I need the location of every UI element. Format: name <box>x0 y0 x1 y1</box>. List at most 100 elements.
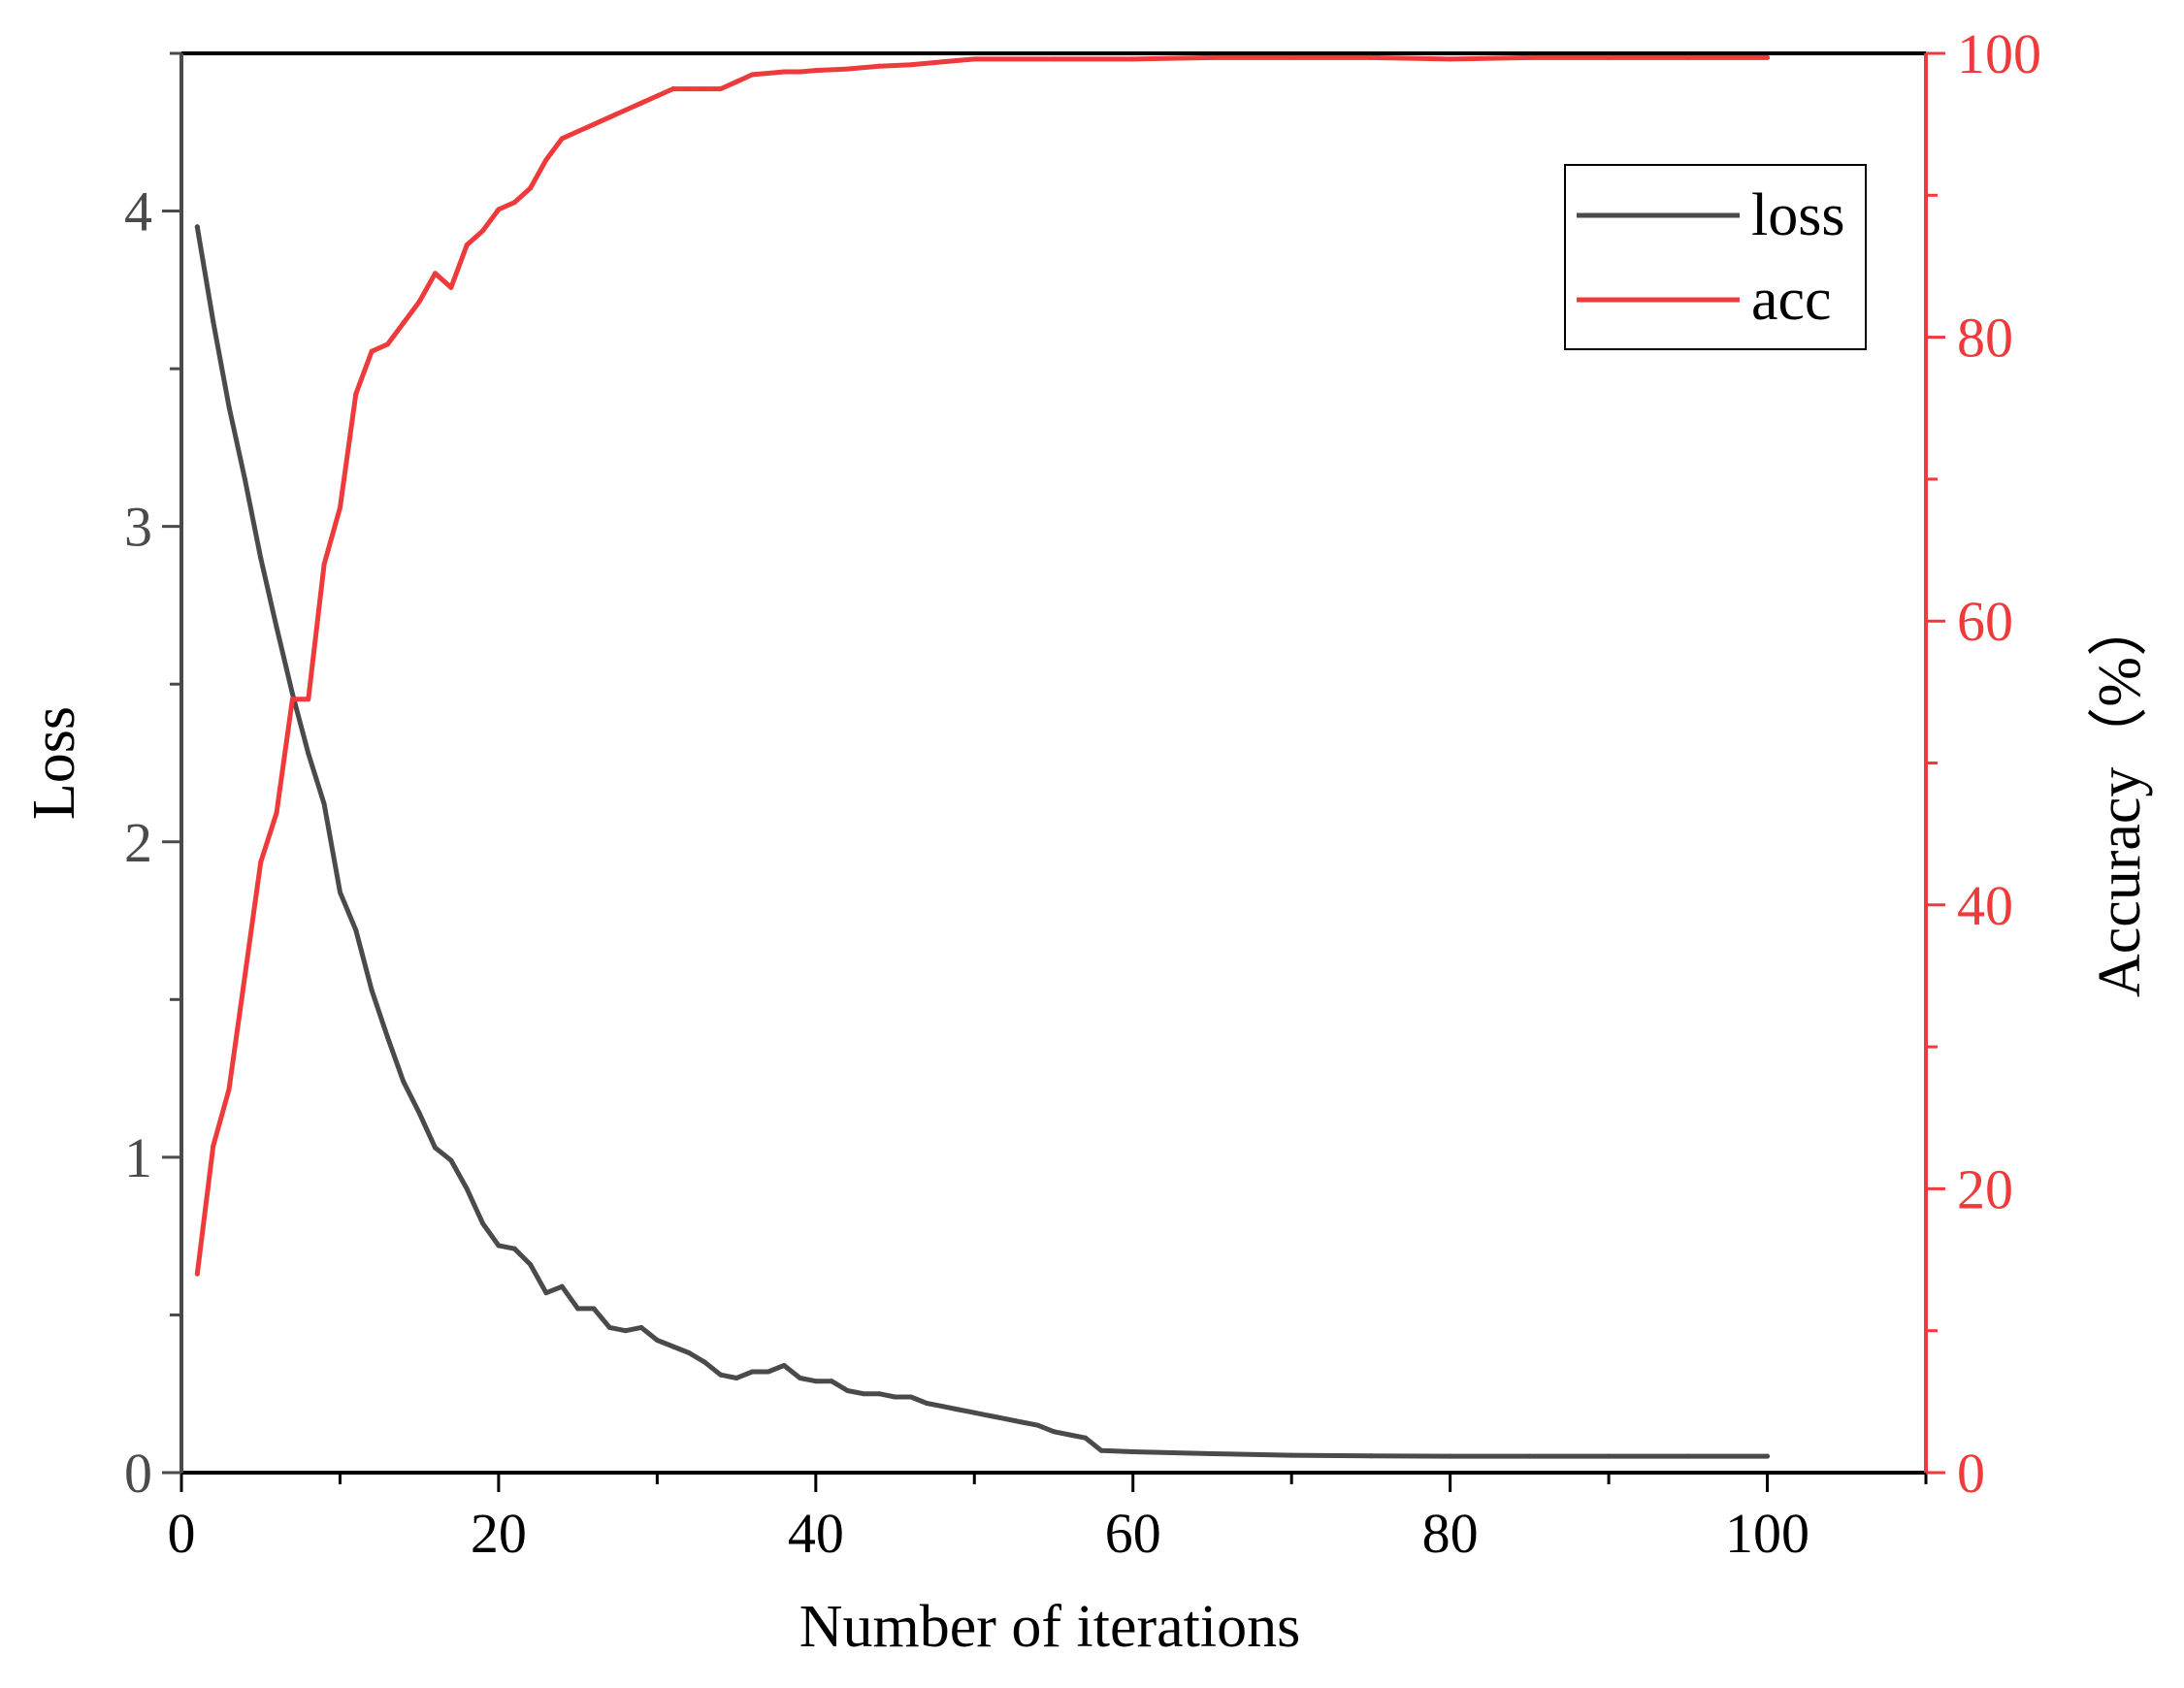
data-point-loss <box>1685 1453 1691 1459</box>
data-point-loss <box>448 1157 454 1163</box>
data-point-acc <box>575 128 581 134</box>
x-tick-label: 40 <box>788 1502 844 1565</box>
y-right-tick-label: 20 <box>1957 1157 2013 1220</box>
data-point-loss <box>496 1243 502 1249</box>
data-point-acc <box>1051 56 1057 62</box>
y-left-tick-label: 3 <box>124 496 152 559</box>
data-point-acc <box>749 72 755 78</box>
data-point-loss <box>194 224 200 230</box>
x-tick-label: 100 <box>1725 1502 1809 1565</box>
data-point-loss <box>829 1379 834 1384</box>
legend-box <box>1564 164 1867 350</box>
data-point-loss <box>480 1220 486 1226</box>
data-point-loss <box>1035 1422 1041 1428</box>
data-point-loss <box>511 1246 517 1251</box>
data-point-acc <box>1606 54 1612 60</box>
data-point-acc <box>733 79 739 84</box>
data-point-acc <box>528 185 534 191</box>
data-point-acc <box>384 341 390 347</box>
data-point-acc <box>1526 54 1532 60</box>
data-point-acc <box>433 271 439 276</box>
data-point-loss <box>1288 1452 1294 1458</box>
data-point-acc <box>701 86 707 92</box>
data-point-acc <box>369 348 375 354</box>
legend-label-acc: acc <box>1751 267 1832 333</box>
data-point-loss <box>528 1261 534 1267</box>
data-point-acc <box>1130 56 1136 62</box>
data-point-loss <box>940 1404 946 1410</box>
data-point-loss <box>988 1412 994 1418</box>
data-point-loss <box>845 1387 851 1393</box>
data-point-loss <box>1368 1453 1374 1459</box>
data-point-loss <box>1765 1453 1771 1459</box>
data-point-acc <box>813 68 819 74</box>
data-point-acc <box>876 63 882 69</box>
data-point-loss <box>1066 1432 1072 1438</box>
x-axis-title: Number of iterations <box>799 1594 1301 1660</box>
data-point-acc <box>274 810 279 816</box>
data-point-loss <box>321 801 327 807</box>
data-point-loss <box>797 1375 802 1380</box>
data-point-loss <box>766 1369 771 1375</box>
data-point-loss <box>701 1359 707 1365</box>
data-point-loss <box>559 1283 565 1289</box>
data-point-loss <box>1083 1435 1089 1441</box>
y-right-tick-label: 60 <box>1957 590 2013 653</box>
data-point-loss <box>369 988 375 993</box>
x-tick-label: 80 <box>1422 1502 1479 1565</box>
data-point-acc <box>1765 54 1771 60</box>
data-point-acc <box>401 320 407 326</box>
data-point-acc <box>416 299 422 305</box>
data-point-loss <box>464 1185 470 1191</box>
data-point-acc <box>766 70 771 76</box>
data-point-acc <box>321 562 327 568</box>
data-point-loss <box>908 1394 914 1400</box>
data-point-loss <box>638 1324 644 1330</box>
y-right-tick-label: 100 <box>1957 22 2041 85</box>
data-point-loss <box>749 1369 755 1375</box>
data-point-loss <box>575 1306 581 1312</box>
data-point-loss <box>226 404 232 409</box>
data-point-loss <box>1098 1447 1104 1453</box>
data-point-loss <box>242 476 247 482</box>
data-point-acc <box>654 93 660 99</box>
data-point-loss <box>384 1034 390 1040</box>
series-line-acc <box>194 54 1770 1277</box>
data-point-acc <box>591 121 597 127</box>
data-point-acc <box>908 62 914 68</box>
data-point-loss <box>1606 1453 1612 1459</box>
data-point-acc <box>1368 54 1374 60</box>
data-point-loss <box>353 927 359 933</box>
data-point-loss <box>718 1372 724 1378</box>
data-point-loss <box>623 1328 629 1334</box>
data-point-acc <box>1685 54 1691 60</box>
data-point-loss <box>258 555 264 561</box>
y-left-tick-label: 4 <box>124 180 152 243</box>
data-point-acc <box>623 108 629 114</box>
data-point-acc <box>480 228 486 234</box>
data-point-loss <box>813 1379 819 1384</box>
data-point-acc <box>543 157 549 163</box>
data-point-acc <box>337 504 342 510</box>
data-point-acc <box>971 56 977 62</box>
data-point-loss <box>1526 1453 1532 1459</box>
data-point-acc <box>845 66 851 72</box>
data-point-acc <box>464 243 470 248</box>
data-point-loss <box>924 1400 929 1406</box>
data-point-loss <box>956 1407 962 1412</box>
data-point-acc <box>1209 54 1215 60</box>
x-tick-label: 60 <box>1105 1502 1161 1565</box>
y-right-tick-label: 80 <box>1957 307 2013 370</box>
y-right-tick-label: 0 <box>1957 1442 1985 1505</box>
data-point-loss <box>211 318 216 324</box>
data-point-loss <box>1051 1429 1057 1435</box>
data-point-acc <box>606 114 612 120</box>
x-tick-label: 20 <box>471 1502 527 1565</box>
y-right-tick-label: 40 <box>1957 874 2013 937</box>
data-point-loss <box>337 890 342 895</box>
y-left-axis-title: Loss <box>21 706 87 820</box>
legend-label-loss: loss <box>1751 182 1844 248</box>
data-point-loss <box>543 1290 549 1296</box>
data-point-acc <box>353 391 359 397</box>
data-point-acc <box>496 207 502 212</box>
